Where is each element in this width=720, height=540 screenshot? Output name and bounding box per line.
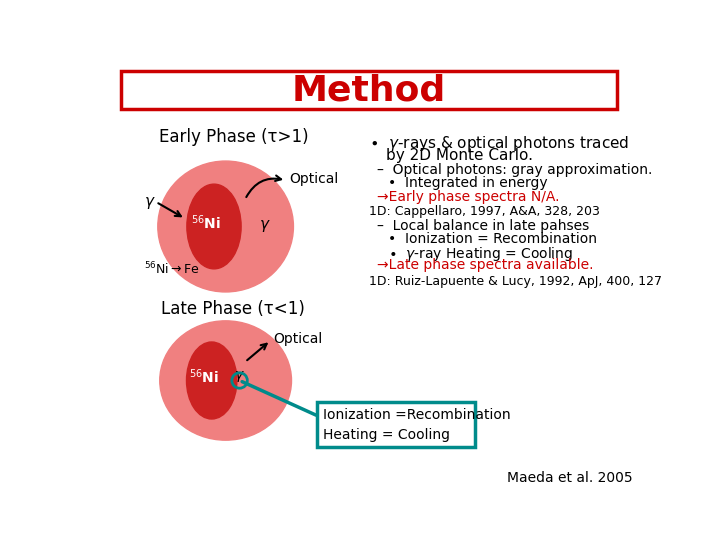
- Text: $\gamma$: $\gamma$: [144, 195, 156, 211]
- Text: Optical: Optical: [289, 172, 338, 186]
- Text: $\bullet$  $\gamma$-rays & optical photons traced: $\bullet$ $\gamma$-rays & optical photon…: [369, 134, 629, 153]
- Text: Early Phase (τ>1): Early Phase (τ>1): [158, 128, 308, 146]
- Text: Ionization =Recombination
Heating = Cooling: Ionization =Recombination Heating = Cool…: [323, 408, 511, 442]
- Text: Method: Method: [292, 73, 446, 107]
- Text: $^{56}$Ni: $^{56}$Ni: [192, 213, 221, 232]
- Text: 1D: Ruiz-Lapuente & Lucy, 1992, ApJ, 400, 127: 1D: Ruiz-Lapuente & Lucy, 1992, ApJ, 400…: [369, 275, 662, 288]
- Text: •  Integrated in energy: • Integrated in energy: [388, 177, 548, 191]
- Text: $\gamma$: $\gamma$: [234, 369, 245, 384]
- Ellipse shape: [186, 342, 237, 419]
- Text: –  Local balance in late pahses: – Local balance in late pahses: [377, 219, 589, 233]
- Ellipse shape: [187, 184, 241, 269]
- Text: $\gamma$: $\gamma$: [258, 219, 270, 234]
- Text: •  Ionization = Recombination: • Ionization = Recombination: [388, 232, 598, 246]
- Text: 1D: Cappellaro, 1997, A&A, 328, 203: 1D: Cappellaro, 1997, A&A, 328, 203: [369, 205, 600, 218]
- Text: $^{56}$Ni$\rightarrow$Fe: $^{56}$Ni$\rightarrow$Fe: [144, 261, 200, 277]
- Text: Optical: Optical: [274, 332, 323, 346]
- Text: →Early phase spectra N/A.: →Early phase spectra N/A.: [377, 190, 559, 204]
- FancyBboxPatch shape: [121, 71, 617, 110]
- Text: by 2D Monte Carlo.: by 2D Monte Carlo.: [386, 148, 533, 163]
- Ellipse shape: [158, 161, 294, 292]
- FancyBboxPatch shape: [317, 402, 475, 448]
- Text: →Late phase spectra available.: →Late phase spectra available.: [377, 258, 593, 272]
- Text: Late Phase (τ<1): Late Phase (τ<1): [161, 300, 305, 318]
- Text: $^{56}$Ni: $^{56}$Ni: [189, 367, 219, 386]
- Text: –  Optical photons: gray approximation.: – Optical photons: gray approximation.: [377, 164, 652, 177]
- Text: $\bullet$  $\gamma$-ray Heating = Cooling: $\bullet$ $\gamma$-ray Heating = Cooling: [388, 245, 573, 263]
- Ellipse shape: [160, 321, 292, 440]
- Text: Maeda et al. 2005: Maeda et al. 2005: [507, 470, 632, 484]
